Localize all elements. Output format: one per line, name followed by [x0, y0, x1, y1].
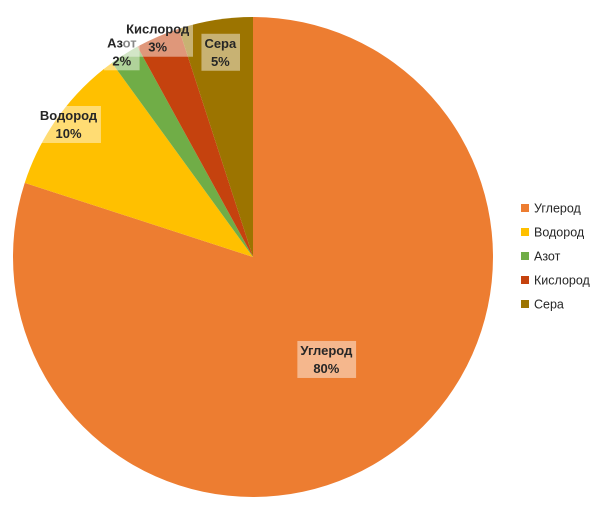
- data-label-value: 80%: [313, 361, 339, 376]
- data-label-background: [201, 33, 240, 71]
- legend-item-1: Углерод: [521, 202, 582, 216]
- data-label-value: 10%: [56, 126, 82, 141]
- legend-swatch: [521, 300, 529, 308]
- legend-item-5: Сера: [521, 298, 564, 312]
- data-label-4: Кислород 3%: [123, 19, 194, 57]
- legend-swatch: [521, 276, 529, 284]
- legend-label: Углерод: [534, 202, 582, 216]
- legend-item-2: Водород: [521, 226, 585, 240]
- data-label-background: [123, 19, 194, 57]
- legend-label: Водород: [534, 226, 585, 240]
- legend-swatch: [521, 228, 529, 236]
- data-label-category: Сера: [204, 36, 237, 51]
- legend-item-4: Кислород: [521, 274, 591, 288]
- legend-label: Кислород: [534, 274, 591, 288]
- data-label-value: 5%: [211, 54, 230, 69]
- legend-item-3: Азот: [521, 250, 561, 264]
- data-label-value: 3%: [148, 40, 167, 55]
- pie-slice-3: [111, 46, 253, 257]
- data-label-3: Азот 2%: [104, 33, 140, 71]
- data-label-1: Углерод 80%: [297, 340, 357, 378]
- pie-slice-5: [178, 17, 253, 257]
- legend-swatch: [521, 252, 529, 260]
- pie-slice-2: [24, 62, 254, 257]
- data-label-2: Водород 10%: [36, 105, 101, 143]
- legend-label: Азот: [534, 250, 561, 264]
- legend: Углерод Водород Азот Кислород Сера: [521, 202, 591, 312]
- data-labels: Углерод 80% Водород 10% Азот 2% Кислород 3% Сера…: [36, 19, 357, 378]
- data-label-value: 2%: [112, 53, 131, 68]
- pie-slice-4: [137, 28, 253, 258]
- data-label-category: Водород: [40, 108, 98, 123]
- data-label-background: [36, 105, 101, 143]
- data-label-category: Азот: [107, 35, 137, 50]
- data-label-background: [104, 33, 140, 71]
- data-label-background: [297, 340, 357, 378]
- data-label-category: Углерод: [300, 343, 353, 358]
- pie-slices: [12, 17, 494, 497]
- legend-swatch: [521, 204, 529, 212]
- legend-label: Сера: [534, 298, 564, 312]
- data-label-category: Кислород: [126, 22, 190, 37]
- pie-slice-1: [12, 17, 494, 497]
- data-label-5: Сера 5%: [201, 33, 240, 71]
